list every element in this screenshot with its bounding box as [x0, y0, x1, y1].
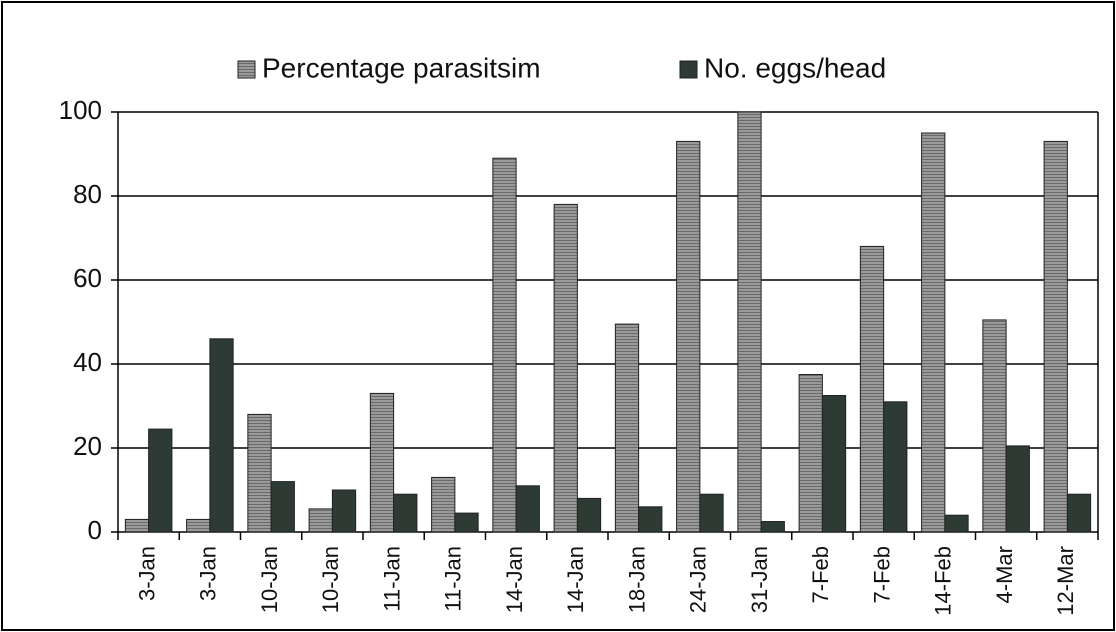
bar: [247, 413, 272, 533]
bar: [859, 245, 885, 533]
x-tick-label: 12-Mar: [1053, 546, 1078, 616]
bar: [553, 203, 578, 533]
x-tick-label: 18-Jan: [624, 546, 649, 613]
y-tick-label: 40: [73, 347, 102, 377]
bar: [982, 319, 1007, 533]
bar: [454, 512, 479, 533]
legend-label: Percentage parasitsim: [262, 52, 541, 83]
bar: [148, 428, 173, 533]
x-tick-label: 11-Jan: [379, 546, 404, 612]
x-tick-label: 14-Jan: [563, 546, 588, 613]
x-tick-label: 4-Mar: [992, 546, 1017, 603]
x-tick-label: 3-Jan: [134, 546, 159, 601]
x-tick-label: 3-Jan: [196, 546, 221, 601]
bar: [124, 518, 150, 533]
bar: [676, 140, 701, 533]
bar: [798, 374, 823, 533]
x-tick-label: 31-Jan: [747, 546, 772, 613]
y-tick-label: 100: [59, 95, 102, 125]
bar: [614, 323, 640, 533]
bar: [1066, 493, 1092, 533]
bar: [1043, 140, 1068, 533]
x-tick-label: 10-Jan: [318, 546, 343, 613]
bar: [821, 395, 847, 533]
y-tick-label: 20: [73, 431, 102, 461]
bar: [492, 157, 517, 533]
legend-label: No. eggs/head: [704, 52, 886, 83]
x-tick-label: 14-Feb: [931, 546, 956, 616]
bar: [1005, 445, 1030, 533]
bar: [576, 497, 602, 533]
x-tick-label: 14-Jan: [502, 546, 527, 613]
bar: [638, 506, 663, 533]
bar: [431, 476, 456, 533]
legend-swatch: [237, 60, 256, 79]
x-tick-label: 7-Feb: [808, 546, 833, 603]
bar: [308, 508, 333, 533]
bar: [944, 514, 969, 533]
legend-swatch: [679, 60, 698, 79]
x-tick-label: 24-Jan: [686, 546, 711, 613]
bar: [393, 493, 418, 533]
x-tick-label: 7-Feb: [869, 546, 894, 603]
bar: [186, 518, 211, 533]
bar: [737, 111, 762, 533]
y-tick-label: 80: [73, 179, 102, 209]
bar: [515, 485, 540, 533]
y-tick-label: 0: [88, 515, 102, 545]
bar: [270, 481, 295, 533]
x-tick-label: 10-Jan: [257, 546, 282, 613]
bar: [760, 521, 785, 533]
bar: [369, 392, 395, 533]
bar: [209, 338, 234, 533]
bar: [331, 489, 357, 533]
y-tick-label: 60: [73, 263, 102, 293]
x-tick-label: 11-Jan: [441, 546, 466, 612]
bar: [883, 401, 908, 533]
bar: [921, 132, 946, 533]
bar: [699, 493, 724, 533]
